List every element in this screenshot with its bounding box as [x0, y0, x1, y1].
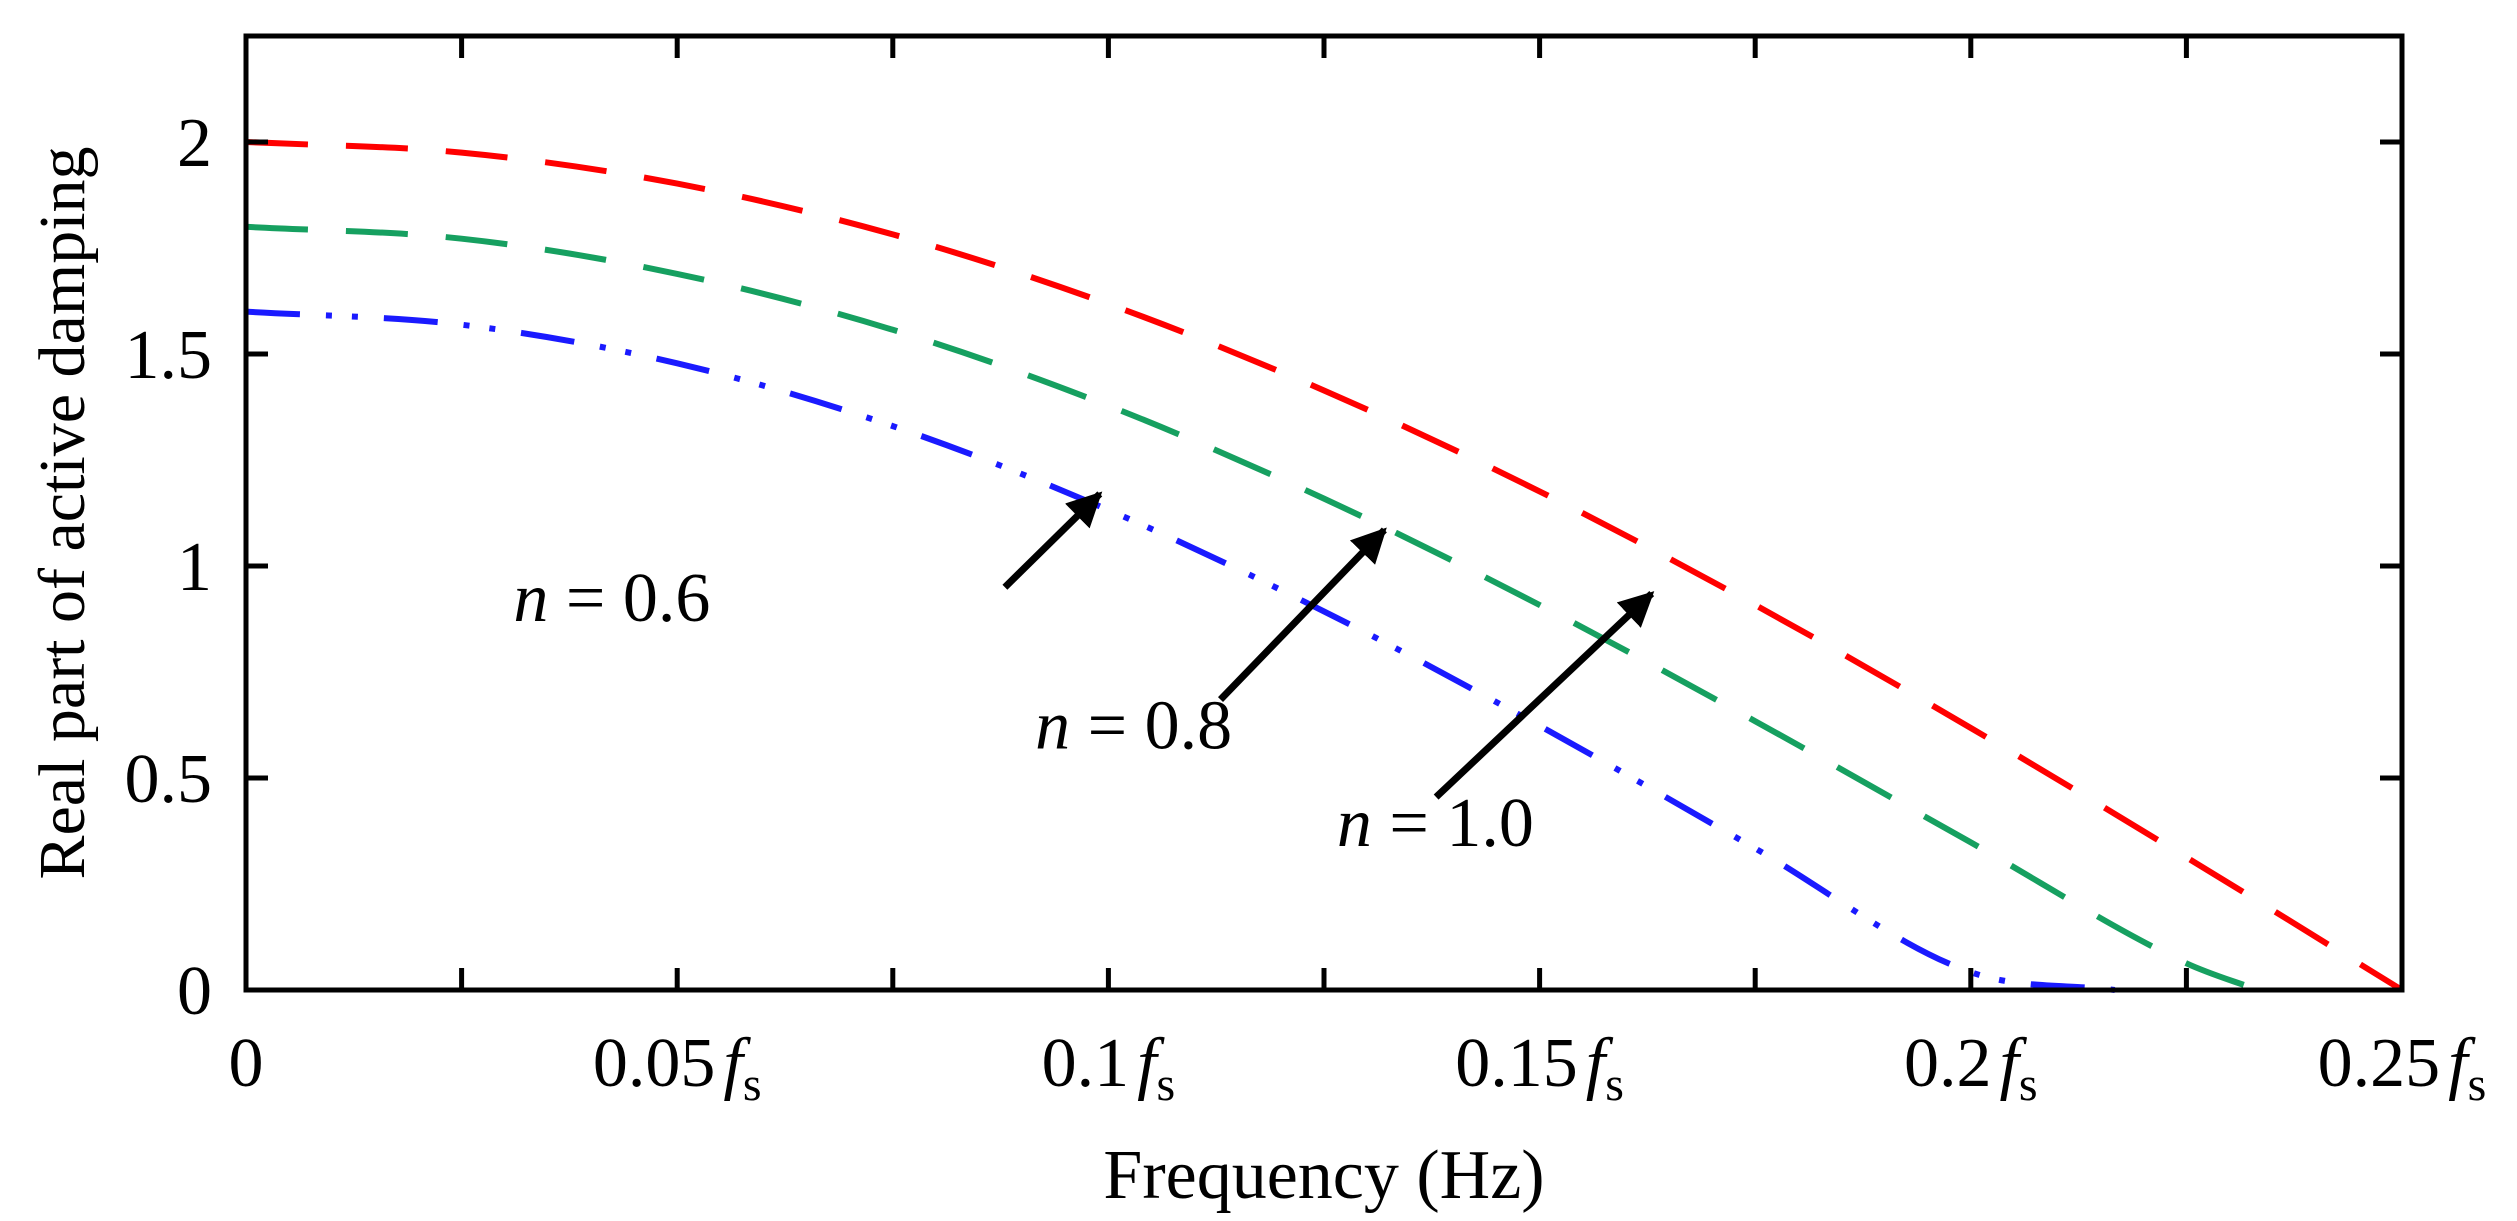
- annotation-label: n = 1.0: [1337, 785, 1534, 862]
- annotation-arrow: [1217, 527, 1387, 702]
- annotation-layer: n = 0.6 n = 0.8 n = 1.0: [513, 491, 1655, 862]
- x-tick-label: 0.05 fs: [593, 1025, 762, 1111]
- series-line-n-1: [245, 139, 2404, 993]
- annotation-n-1-0: n = 1.0: [1337, 591, 1655, 862]
- y-tick-label: 2: [177, 105, 212, 182]
- annotation-arrow: [1433, 591, 1655, 800]
- y-axis-label: Real part of active damping: [26, 146, 99, 879]
- y-tick-label: 0.5: [125, 741, 213, 818]
- y-tick-label: 1: [177, 529, 212, 606]
- annotation-label: n = 0.8: [1035, 687, 1232, 764]
- x-axis-label: Frequency (Hz): [1103, 1137, 1544, 1214]
- plot-frame: [243, 33, 2405, 993]
- annotation-arrow: [1002, 491, 1103, 590]
- x-tick-label: 0.1 fs: [1042, 1025, 1176, 1111]
- y-tick-label: 0: [177, 953, 212, 1030]
- y-tick-label: 1.5: [125, 317, 213, 394]
- ticks-layer: [246, 36, 2402, 990]
- x-tick-label: 0.15 fs: [1455, 1025, 1624, 1111]
- x-tick-label: 0.2 fs: [1904, 1025, 2038, 1111]
- series-line-n-0-8: [245, 223, 2260, 993]
- annotation-n-0-6: n = 0.6: [513, 491, 1103, 637]
- x-tick-label: 0.25 fs: [2318, 1025, 2487, 1111]
- labels-layer: 0 0.5 1 1.5 2 0 0.05 fs 0.1 fs 0.15 fs 0.2 fs 0.25 fs: [125, 105, 2487, 1111]
- annotation-label: n = 0.6: [513, 560, 710, 637]
- series-layer: [245, 139, 2404, 993]
- annotation-n-0-8: n = 0.8: [1035, 527, 1387, 764]
- x-tick-label: 0: [229, 1025, 264, 1102]
- series-line-n-0-6: [245, 308, 2116, 993]
